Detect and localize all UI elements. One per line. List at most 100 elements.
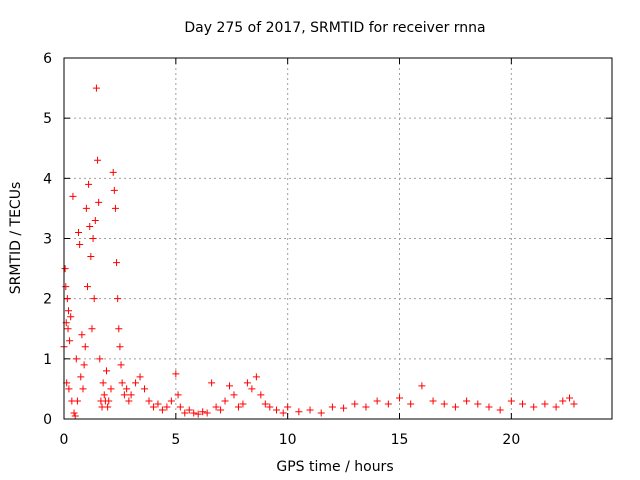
data-point [85,180,93,188]
data-point [328,403,336,411]
data-point [172,370,180,378]
x-tick-label: 20 [502,432,520,448]
data-point [230,391,238,399]
data-point [373,397,381,405]
data-point [154,400,162,408]
y-tick-label: 2 [43,292,52,308]
data-point [362,403,370,411]
y-axis-label: SRMTID / TECUs [8,182,24,295]
data-point [109,168,117,176]
data-point [104,403,112,411]
data-point [113,259,121,267]
data-point [116,343,124,351]
data-point [90,295,98,303]
data-point [88,325,96,333]
data-point [92,84,100,92]
data-point [64,325,72,333]
data-point [78,331,86,339]
data-point [570,400,578,408]
y-tick-label: 3 [43,232,52,248]
data-point [163,403,171,411]
data-point [94,156,102,164]
y-tick-label: 0 [43,412,52,428]
data-point [261,400,269,408]
data-point [114,295,122,303]
data-point [65,385,73,393]
data-point [306,406,314,414]
data-point [66,337,74,345]
chart-title: Day 275 of 2017, SRMTID for receiver rnn… [184,20,485,36]
data-point [72,355,80,363]
data-point [83,283,91,291]
data-point [79,385,87,393]
data-point [190,409,198,417]
data-point [132,379,140,387]
data-point [87,253,95,261]
data-point [212,403,220,411]
data-point [507,397,515,405]
data-point [208,379,216,387]
data-point [463,397,471,405]
data-point [176,403,184,411]
data-point [234,403,242,411]
data-point [145,397,153,405]
y-tick-label: 1 [43,352,52,368]
data-point [100,391,108,399]
data-point [71,412,79,420]
y-tick-label: 5 [43,111,52,127]
data-point [107,385,115,393]
data-point [317,409,325,417]
data-point [118,379,126,387]
data-point [62,283,70,291]
data-point [279,409,287,417]
y-axis-ticks: 0 1 2 3 4 5 6 [43,51,612,428]
data-point [185,406,193,414]
data-point [117,361,125,369]
data-point [77,373,85,381]
x-tick-label: 15 [391,432,409,448]
data-point [158,406,166,414]
data-point [115,325,123,333]
data-point [125,397,133,405]
data-point [407,400,415,408]
data-point [252,373,260,381]
data-point [95,198,103,206]
data-point [73,397,81,405]
data-point [136,373,144,381]
x-tick-label: 5 [171,432,180,448]
x-tick-label: 10 [279,432,297,448]
data-point [474,400,482,408]
data-point [181,409,189,417]
data-point [123,385,131,393]
data-point [418,382,426,390]
data-point [541,400,549,408]
data-point [552,403,560,411]
data-point [127,391,135,399]
data-points [60,84,578,420]
data-point [63,295,71,303]
data-point [243,379,251,387]
data-point [519,400,527,408]
data-point [96,355,104,363]
data-point [194,410,202,418]
data-point [248,385,256,393]
data-point [221,397,229,405]
data-point [485,403,493,411]
data-point [86,222,94,230]
data-point [110,186,118,194]
data-point [396,394,404,402]
data-point [61,265,69,273]
x-axis-label: GPS time / hours [276,459,393,475]
data-point [429,397,437,405]
data-point [99,379,107,387]
data-point [174,391,182,399]
data-point [120,391,128,399]
data-point [91,216,99,224]
data-point [80,361,88,369]
data-point [257,391,265,399]
data-point [81,343,89,351]
data-point [440,400,448,408]
data-point [530,403,538,411]
data-point [149,403,157,411]
data-point [203,409,211,417]
